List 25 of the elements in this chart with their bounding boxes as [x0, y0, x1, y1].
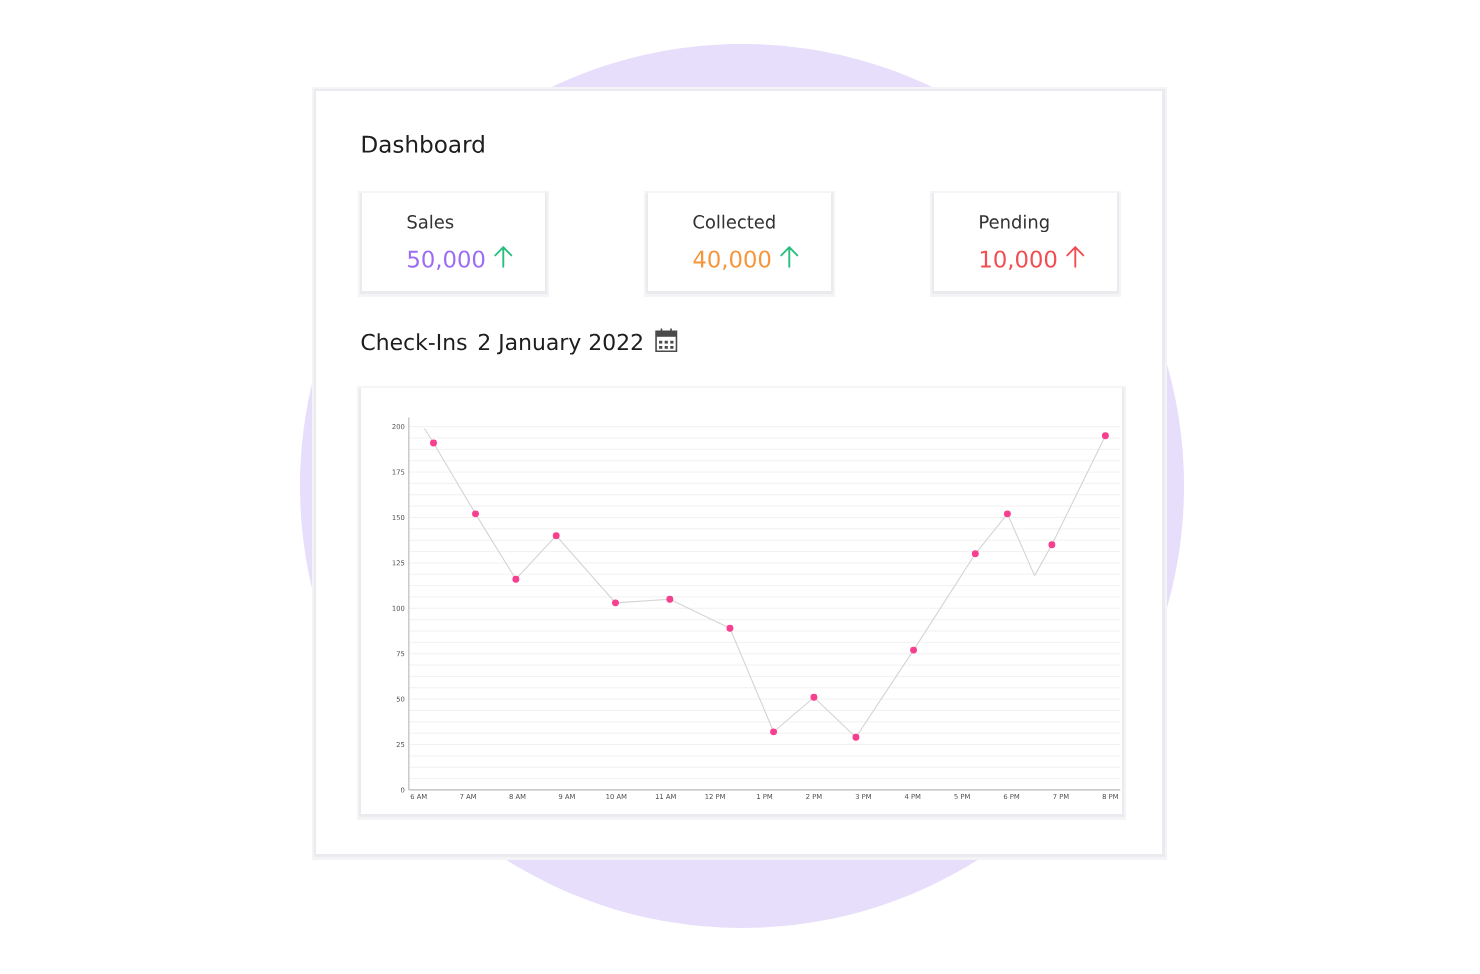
- category-label: Collected: [693, 214, 775, 229]
- point: [1003, 510, 1011, 518]
- point: [512, 575, 520, 583]
- point: [810, 693, 818, 701]
- point: [910, 646, 917, 654]
- point: [726, 624, 734, 632]
- point: [472, 510, 479, 518]
- point: [666, 595, 674, 603]
- point: [971, 550, 979, 558]
- text: Dashboard: [362, 135, 484, 153]
- point: [770, 728, 778, 736]
- point: [612, 599, 619, 607]
- line-series: [423, 427, 1106, 738]
- text: 10,000: [980, 250, 1057, 270]
- point: [430, 439, 437, 447]
- category-label: Pending: [980, 214, 1049, 233]
- chart-title: Check-Ins: [361, 333, 467, 351]
- text: 50,000: [408, 250, 485, 270]
- point: [552, 532, 560, 540]
- point: [1101, 432, 1109, 440]
- category-label: Sales: [407, 214, 454, 229]
- point: [852, 733, 860, 741]
- text: 40,000: [693, 250, 771, 270]
- chart-subtitle: 2 January 2022: [478, 333, 642, 355]
- point: [1048, 541, 1056, 549]
